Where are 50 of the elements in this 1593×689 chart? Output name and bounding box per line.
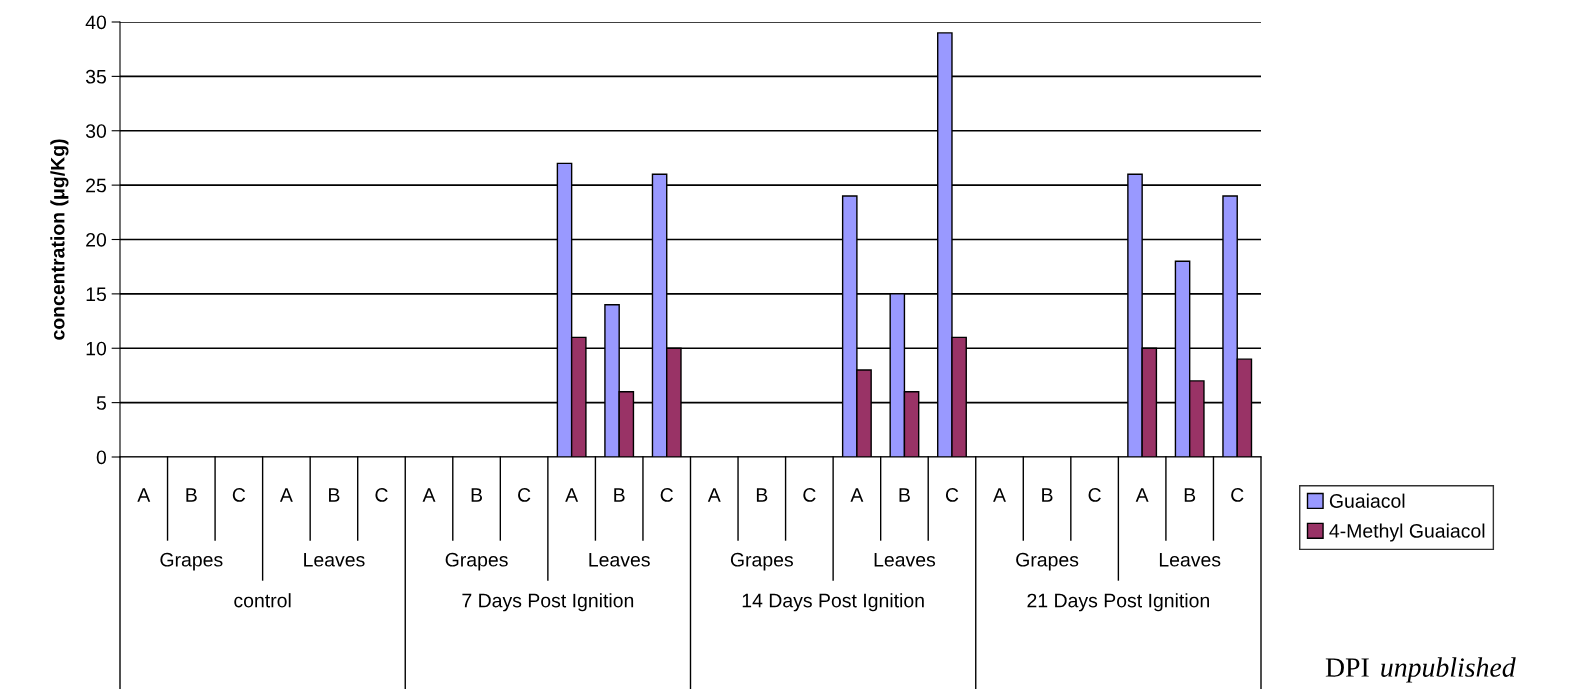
text: 7 Days Post Ignition xyxy=(462,593,634,612)
y-tick-label: 10 xyxy=(86,341,107,356)
x-tick-label: A xyxy=(422,488,436,502)
text: Leaves xyxy=(1159,553,1221,567)
x-tick-label: A xyxy=(707,488,721,502)
x-tick-label: B xyxy=(1042,488,1053,502)
text: Grapes xyxy=(445,552,508,571)
x-tick-label: B xyxy=(471,488,483,502)
legend-label: Guaiacol xyxy=(1329,493,1405,508)
x-tick-label: C xyxy=(660,488,674,502)
x-tick-label: B xyxy=(614,488,625,502)
y-tick-label: 15 xyxy=(86,287,106,302)
y-tick-label: 20 xyxy=(86,232,107,247)
x-tick-label: C xyxy=(1088,488,1101,502)
legend-label: 4-Methyl Guaiacol xyxy=(1329,523,1485,542)
x-tick-label: B xyxy=(756,488,768,502)
y-tick-label: 0 xyxy=(96,450,107,465)
text: 14 Days Post Ignition xyxy=(742,593,924,612)
y-tick-label: 35 xyxy=(85,69,106,84)
x-tick-label: C xyxy=(375,488,388,502)
x-tick-label: C xyxy=(945,488,959,502)
text: Grapes xyxy=(160,552,223,571)
text: Leaves xyxy=(304,553,365,567)
x-tick-label: C xyxy=(803,488,816,502)
text: Grapes xyxy=(730,552,793,571)
x-tick-label: A xyxy=(279,488,293,502)
y-tick-label: 5 xyxy=(96,396,106,410)
x-tick-label: A xyxy=(137,488,151,502)
x-tick-label: B xyxy=(186,488,197,502)
x-tick-label: B xyxy=(1184,488,1196,502)
y-tick-label: 30 xyxy=(85,124,107,138)
text: DPI xyxy=(1325,658,1369,677)
x-tick-label: A xyxy=(993,488,1006,502)
text: control xyxy=(234,593,291,608)
x-tick-label: A xyxy=(565,488,579,502)
text: Leaves xyxy=(589,553,650,567)
text: Leaves xyxy=(874,553,936,567)
y-tick-label: 25 xyxy=(86,178,106,193)
y-axis-title: concentration (μg/Kg) xyxy=(50,139,69,340)
x-tick-label: B xyxy=(329,488,340,502)
x-tick-label: C xyxy=(518,488,531,502)
text: unpublished xyxy=(1381,657,1516,683)
text: Grapes xyxy=(1016,552,1079,571)
y-tick-label: 40 xyxy=(85,15,107,30)
x-tick-label: A xyxy=(850,488,864,502)
x-tick-label: A xyxy=(1135,488,1149,502)
x-tick-label: B xyxy=(899,488,910,502)
x-tick-label: C xyxy=(1231,488,1244,502)
x-tick-label: C xyxy=(232,488,246,502)
text: 21 Days Post Ignition xyxy=(1027,593,1209,612)
